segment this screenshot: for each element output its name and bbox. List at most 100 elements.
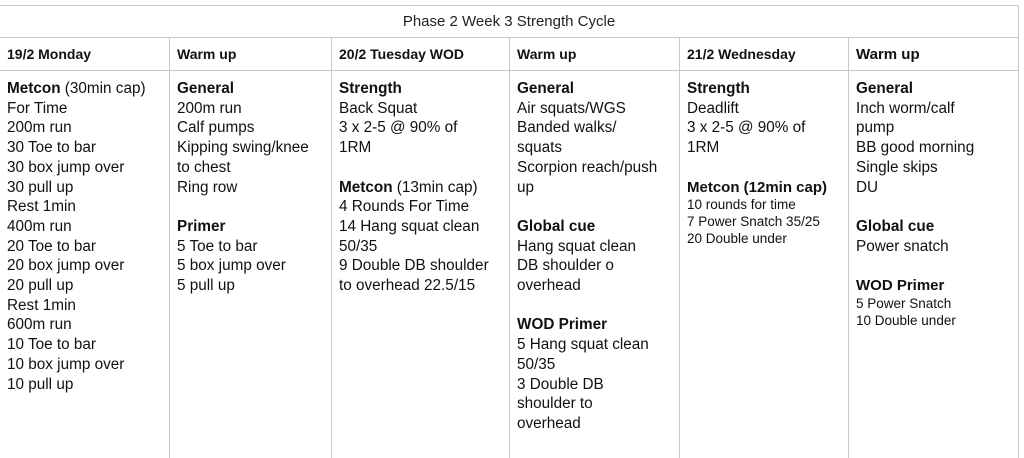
workout-line: Ring row bbox=[177, 178, 238, 196]
workout-line: 200m run bbox=[177, 99, 242, 117]
workout-line: DB shoulder o bbox=[517, 257, 614, 275]
workout-line: 600m run bbox=[7, 316, 72, 334]
table-column: Warm up General Air squats/WGS Banded walks… bbox=[510, 38, 680, 458]
workout-section: Metcon (13min cap) 4 Rounds For Time 14 Ha… bbox=[339, 178, 509, 296]
workout-line: 4 Rounds For Time bbox=[339, 198, 470, 216]
table-cell: General 200m run Calf pumps Kipping swing/k… bbox=[170, 71, 331, 296]
section-heading: Strength bbox=[339, 80, 402, 97]
workout-line: 14 Hang squat clean bbox=[339, 217, 480, 235]
workout-line: to overhead 22.5/15 bbox=[339, 277, 476, 295]
workout-line: Inch worm/calf bbox=[856, 99, 955, 117]
workout-section: Strength Deadlift 3 x 2-5 @ 90% of 1RM bbox=[687, 79, 848, 158]
workout-line: Back Squat bbox=[339, 99, 418, 117]
section-heading: General bbox=[177, 80, 234, 97]
column-header: 19/2 Monday bbox=[0, 38, 169, 71]
column-header: Warm up bbox=[170, 38, 331, 71]
table-column: 21/2 Wednesday Strength Deadlift 3 x 2-5 @ … bbox=[680, 38, 849, 458]
section-heading: Primer bbox=[177, 217, 226, 235]
table-cell: General Air squats/WGS Banded walks/squats… bbox=[510, 71, 679, 434]
workout-line: Power snatch bbox=[856, 237, 949, 255]
workout-line: For Time bbox=[7, 99, 68, 117]
workout-line: 30 pull up bbox=[7, 178, 74, 196]
workout-line: 5 Toe to bar bbox=[177, 237, 258, 255]
workout-line: 5 box jump over bbox=[177, 257, 286, 275]
workout-line: Deadlift bbox=[687, 99, 739, 117]
workout-section: General 200m run Calf pumps Kipping swing/k… bbox=[177, 79, 331, 197]
section-heading: Global cue bbox=[856, 217, 935, 235]
section-heading: Global cue bbox=[517, 217, 596, 235]
workout-section: WOD Primer 5 Hang squat clean 50/35 3 Doubl… bbox=[517, 315, 679, 433]
workout-section: Global cue Hang squat clean DB shoulder o o… bbox=[517, 217, 679, 296]
workout-line: Scorpion reach/push bbox=[517, 158, 658, 176]
section-heading: WOD Primer bbox=[517, 316, 608, 334]
section-note: (13min cap) bbox=[392, 178, 478, 196]
section-heading: Metcon (13min cap) bbox=[339, 178, 478, 196]
workout-line: BB good morning bbox=[856, 139, 975, 157]
section-heading: General bbox=[517, 80, 574, 97]
workout-line: 3 x 2-5 @ 90% of bbox=[687, 119, 806, 137]
workout-line: 1RM bbox=[687, 139, 720, 157]
workout-section: Metcon (30min cap) For Time 200m run 30 Toe… bbox=[7, 79, 169, 394]
workout-line: 400m run bbox=[7, 217, 72, 235]
workout-line: Kipping swing/knee bbox=[177, 139, 309, 157]
workout-line: 200m run bbox=[7, 119, 72, 137]
table-column: 20/2 Tuesday WOD Strength Back Squat 3 x 2-… bbox=[332, 38, 510, 458]
workout-line: up bbox=[517, 178, 535, 196]
workout-line: overhead bbox=[517, 277, 581, 295]
workout-line: to chest bbox=[177, 158, 231, 176]
table-cell: Metcon (30min cap) For Time 200m run 30 Toe… bbox=[0, 71, 169, 394]
workout-line: 9 Double DB shoulder bbox=[339, 257, 489, 275]
column-header: Warm up bbox=[849, 38, 1018, 71]
workout-line: 10 Toe to bar bbox=[7, 336, 97, 354]
workout-line: pump bbox=[856, 119, 895, 137]
section-heading: Strength bbox=[687, 80, 750, 97]
workout-line: 1RM bbox=[339, 139, 372, 157]
workout-line: 5 Hang squat clean bbox=[517, 336, 649, 354]
workout-line: 20 box jump over bbox=[7, 257, 125, 275]
workout-line: Rest 1min bbox=[7, 296, 76, 314]
workout-section: General Inch worm/calf pump BB good morning… bbox=[856, 79, 1018, 197]
workout-line: Calf pumps bbox=[177, 119, 255, 137]
workout-line: Banded walks/ bbox=[517, 119, 617, 137]
workout-line: Single skips bbox=[856, 158, 938, 176]
workout-line: 10 rounds for time bbox=[687, 197, 796, 213]
workout-line: 30 Toe to bar bbox=[7, 139, 97, 157]
workout-line: 20 pull up bbox=[7, 277, 74, 295]
workout-section: WOD Primer 5 Power Snatch 10 Double under bbox=[856, 276, 1018, 329]
table-column: Warm up General 200m run Calf pumps Kipping … bbox=[170, 38, 332, 458]
workout-line: shoulder to bbox=[517, 395, 593, 413]
workout-section: Primer 5 Toe to bar 5 box jump over 5 pull … bbox=[177, 217, 331, 296]
workout-line: 10 Double under bbox=[856, 312, 956, 328]
workout-line: Air squats/WGS bbox=[517, 99, 626, 117]
workout-line: 3 Double DB bbox=[517, 375, 604, 393]
table-column: 19/2 Monday Metcon (30min cap) For Time 200… bbox=[0, 38, 170, 458]
workout-line: Rest 1min bbox=[7, 198, 76, 216]
workout-line: 50/35 bbox=[339, 237, 378, 255]
workout-line: Hang squat clean bbox=[517, 237, 637, 255]
section-heading: WOD Primer bbox=[856, 277, 945, 294]
table-column: Warm up General Inch worm/calf pump BB good … bbox=[849, 38, 1019, 458]
workout-line: overhead bbox=[517, 414, 581, 432]
workout-line: 5 Power Snatch bbox=[856, 295, 952, 311]
workout-line: 10 box jump over bbox=[7, 355, 125, 373]
section-heading: Metcon (12min cap) bbox=[687, 178, 828, 196]
table-title: Phase 2 Week 3 Strength Cycle bbox=[0, 5, 1019, 38]
section-heading: Metcon (30min cap) bbox=[7, 80, 146, 97]
workout-section: Global cue Power snatch bbox=[856, 217, 1018, 256]
workout-section: Metcon (12min cap) 10 rounds for time 7 Po… bbox=[687, 178, 848, 248]
workout-section: General Air squats/WGS Banded walks/squats… bbox=[517, 79, 679, 197]
table-cell: General Inch worm/calf pump BB good morning… bbox=[849, 71, 1018, 329]
workout-line: 5 pull up bbox=[177, 277, 235, 295]
column-header: 21/2 Wednesday bbox=[680, 38, 848, 71]
section-note: (30min cap) bbox=[60, 80, 146, 97]
workout-line: 20 Toe to bar bbox=[7, 237, 97, 255]
workout-line: 20 Double under bbox=[687, 230, 787, 246]
workout-section: Strength Back Squat 3 x 2-5 @ 90% of 1RM bbox=[339, 79, 509, 158]
workout-line: 10 pull up bbox=[7, 375, 74, 393]
workout-line: 30 box jump over bbox=[7, 158, 125, 176]
workout-line: 50/35 bbox=[517, 355, 556, 373]
column-header: Warm up bbox=[510, 38, 679, 71]
column-header: 20/2 Tuesday WOD bbox=[332, 38, 509, 71]
workout-line: DU bbox=[856, 178, 879, 196]
workout-line: 3 x 2-5 @ 90% of bbox=[339, 119, 458, 137]
